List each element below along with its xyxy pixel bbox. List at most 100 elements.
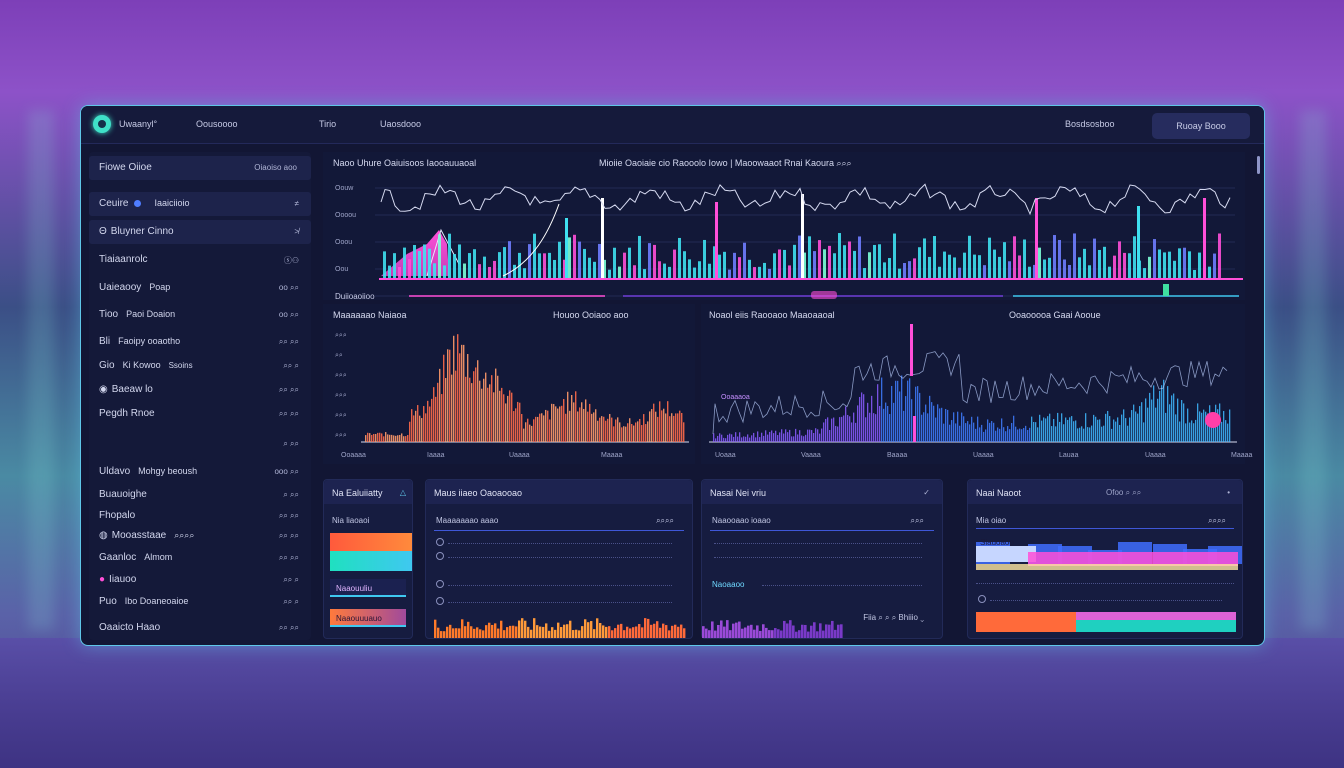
bar bbox=[1183, 403, 1185, 442]
bar bbox=[959, 425, 961, 442]
scrollbar-thumb[interactable] bbox=[1257, 156, 1260, 174]
bar bbox=[988, 237, 991, 278]
card-1-chip[interactable]: Naaouuuauo bbox=[330, 609, 406, 627]
bar bbox=[973, 422, 975, 442]
bar bbox=[809, 429, 811, 442]
bar bbox=[943, 423, 945, 442]
radio-icon[interactable] bbox=[436, 597, 444, 605]
sidebar-item[interactable]: Gio Ki Kowoo Ssoins ⌕⌕ ⌕ bbox=[89, 354, 311, 378]
bar bbox=[989, 422, 991, 442]
bar bbox=[781, 429, 783, 442]
sidebar-item-value: ⓢ⚇ bbox=[283, 256, 299, 265]
bar bbox=[774, 628, 777, 638]
bar bbox=[513, 264, 516, 278]
sidebar-item-text: Iiauoo bbox=[109, 574, 137, 585]
bar bbox=[447, 349, 449, 442]
bar bbox=[531, 425, 533, 442]
radio-icon[interactable] bbox=[436, 538, 444, 546]
nav-item[interactable]: Tirio bbox=[319, 119, 337, 129]
bar bbox=[593, 261, 596, 278]
sidebar-item[interactable]: ◉ Baeaw lo ⌕⌕ ⌕⌕ bbox=[89, 378, 311, 402]
sidebar-item[interactable]: Oaaicto Haao ⌕⌕ ⌕⌕ bbox=[89, 616, 311, 640]
sidebar-item[interactable]: ⌕ ⌕⌕ bbox=[89, 432, 311, 456]
bar bbox=[583, 408, 585, 442]
sidebar-item[interactable]: Buauoighe ⌕ ⌕⌕ bbox=[89, 483, 311, 507]
bar bbox=[473, 628, 476, 638]
status-dot-icon bbox=[134, 200, 142, 207]
bar bbox=[1021, 429, 1023, 442]
sidebar-item-label: Gaanloc Almom bbox=[99, 552, 172, 563]
card-1-chip[interactable]: Naaouuliu bbox=[330, 579, 406, 597]
topbar-right-text[interactable]: Bosdsosboo bbox=[1065, 119, 1115, 129]
bar bbox=[775, 430, 777, 442]
bar bbox=[792, 625, 795, 638]
bar bbox=[365, 435, 367, 442]
sidebar-item[interactable]: Tioo Paoi Doaion oo ⌕⌕ bbox=[89, 303, 311, 327]
sidebar-item[interactable]: Fhopalo ⌕⌕ ⌕⌕ bbox=[89, 504, 311, 528]
bar bbox=[708, 630, 711, 638]
dot-menu-icon[interactable]: • bbox=[1227, 488, 1230, 497]
chevron-up-icon[interactable]: △ bbox=[399, 488, 406, 497]
topbar-action-button[interactable]: Ruoay Booo bbox=[1152, 113, 1250, 139]
sidebar-item[interactable]: ● Iiauoo ⌕⌕ ⌕ bbox=[89, 568, 311, 592]
bar bbox=[1149, 392, 1151, 442]
sidebar-item[interactable]: Bli Faoipy ooaotho ⌕⌕ ⌕⌕ bbox=[89, 330, 311, 354]
sidebar-item[interactable]: Uaieaooy Poap oo ⌕⌕ bbox=[89, 276, 311, 300]
nav-item[interactable]: Uaosdooo bbox=[380, 119, 422, 129]
bar bbox=[611, 630, 614, 638]
bar bbox=[527, 418, 529, 442]
bar bbox=[548, 252, 551, 278]
sidebar-item[interactable]: Puo Ibo Doaneoaioe ⌕⌕ ⌕ bbox=[89, 590, 311, 614]
bar bbox=[787, 432, 789, 442]
sidebar-item-text: Bli bbox=[99, 336, 111, 347]
bar bbox=[459, 353, 461, 442]
bar bbox=[873, 413, 875, 442]
y-tick: ⌕⌕⌕ bbox=[335, 412, 347, 419]
bar bbox=[973, 254, 976, 278]
radio-icon[interactable] bbox=[436, 552, 444, 560]
card-1-header[interactable]: Na Ealuiiatty △ bbox=[324, 480, 412, 504]
card-3-footer[interactable]: Fiia ⌕ ⌕ ⌕ Bhiiio ⌄ bbox=[863, 613, 924, 622]
checkmark-icon[interactable]: ✓ bbox=[923, 488, 930, 497]
nav-item[interactable]: Oousoooo bbox=[196, 119, 238, 129]
bar bbox=[1203, 409, 1205, 442]
radio-icon[interactable] bbox=[978, 595, 986, 603]
card-3-header[interactable]: Nasai Nei vriu ✓ bbox=[702, 480, 942, 504]
card-2-header[interactable]: Maus iiaeo Oaoaooao bbox=[426, 480, 692, 504]
sidebar-item[interactable]: Gaanloc Almom ⌕⌕ ⌕⌕ bbox=[89, 546, 311, 570]
sidebar-item[interactable]: Tiaiaanrolc ⓢ⚇ bbox=[89, 248, 311, 272]
bar bbox=[491, 375, 493, 442]
bar bbox=[1155, 407, 1157, 442]
bar bbox=[735, 622, 738, 638]
dashboard-window: Uwaanyl° Oousoooo Tirio Uaosdooo Bosdsos… bbox=[80, 105, 1265, 646]
bar bbox=[778, 249, 781, 278]
bar bbox=[1207, 413, 1209, 442]
bar bbox=[625, 426, 627, 442]
area-block bbox=[976, 612, 1076, 632]
logo-icon[interactable] bbox=[93, 115, 111, 133]
sidebar-item[interactable]: Pegdh Rnoe ⌕⌕ ⌕⌕ bbox=[89, 402, 311, 426]
bar bbox=[698, 261, 701, 278]
bar bbox=[729, 433, 731, 442]
sidebar-search[interactable]: Fiowe Oiioe Oiaoiso aoo bbox=[89, 156, 311, 180]
sidebar-item[interactable]: Uldavo Mohgy beoush ooo ⌕⌕ bbox=[89, 460, 311, 484]
sidebar-item[interactable]: ◍ Mooasstaae ⌕⌕⌕⌕ ⌕⌕ ⌕⌕ bbox=[89, 524, 311, 548]
bar bbox=[871, 395, 873, 442]
card-1-sub: Nia liaoaoi bbox=[332, 516, 370, 525]
sidebar-item-text: Mooasstaae bbox=[111, 530, 167, 541]
card-2-sub: Maaaaaaao aaao bbox=[436, 516, 499, 525]
radio-icon[interactable] bbox=[436, 580, 444, 588]
bar bbox=[1009, 429, 1011, 442]
bar bbox=[765, 430, 767, 442]
sidebar-item[interactable]: Ceuire Iaaiciioio ≠ bbox=[89, 192, 311, 216]
bar bbox=[837, 426, 839, 442]
sidebar-item[interactable]: Θ Bluyner Cinno ≯ bbox=[89, 220, 311, 244]
bar bbox=[1025, 425, 1027, 442]
bar bbox=[439, 368, 441, 442]
bar bbox=[858, 236, 861, 278]
card-4-header[interactable]: Naai Naoot Ofoo ⌕ ⌕⌕ • bbox=[968, 480, 1242, 504]
bar bbox=[1105, 413, 1107, 442]
sidebar-item-text: Gio bbox=[99, 360, 115, 371]
bar bbox=[545, 623, 548, 638]
card-3-title: Nasai Nei vriu bbox=[710, 488, 767, 498]
